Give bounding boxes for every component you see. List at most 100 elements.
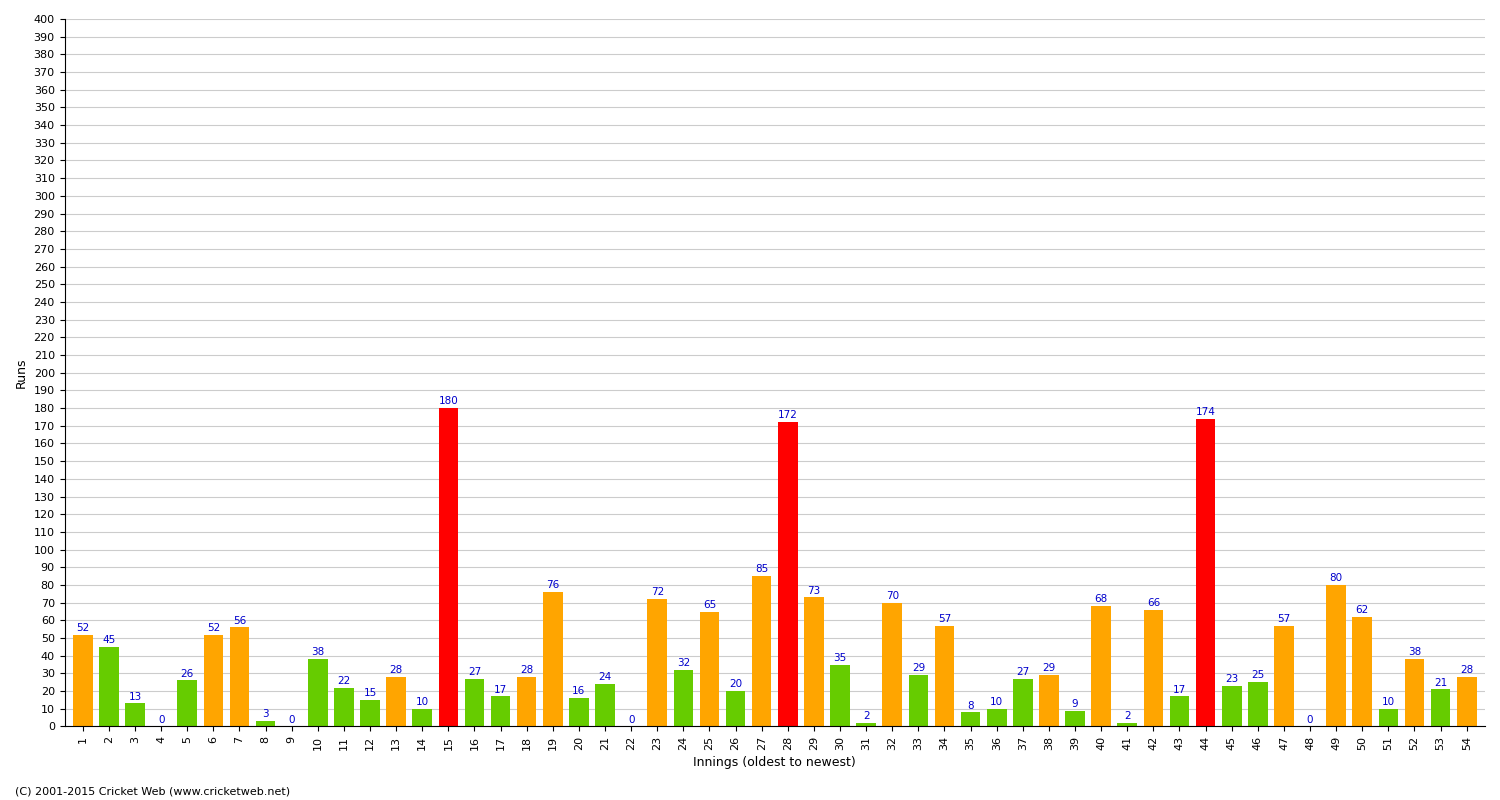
Bar <box>1040 675 1059 726</box>
Text: 2: 2 <box>1124 711 1131 721</box>
Text: 23: 23 <box>1226 674 1239 684</box>
Text: 13: 13 <box>129 692 141 702</box>
Bar <box>596 684 615 726</box>
Text: 28: 28 <box>520 665 534 675</box>
Bar <box>962 712 981 726</box>
Bar <box>99 647 118 726</box>
Text: 27: 27 <box>468 667 482 677</box>
Bar <box>413 709 432 726</box>
Bar <box>490 697 510 726</box>
Text: 172: 172 <box>778 410 798 421</box>
Text: 15: 15 <box>363 688 376 698</box>
Text: 0: 0 <box>628 714 634 725</box>
Text: 20: 20 <box>729 679 742 690</box>
Text: 35: 35 <box>834 653 846 662</box>
Text: 52: 52 <box>207 622 220 633</box>
Bar <box>1170 697 1190 726</box>
Bar <box>1143 610 1162 726</box>
Bar <box>124 703 146 726</box>
Bar <box>1353 617 1372 726</box>
Text: 32: 32 <box>676 658 690 668</box>
Bar <box>1013 678 1032 726</box>
Bar <box>1248 682 1268 726</box>
Bar <box>831 665 850 726</box>
Bar <box>1378 709 1398 726</box>
Bar <box>674 670 693 726</box>
Bar <box>856 723 876 726</box>
Text: 38: 38 <box>310 647 324 658</box>
Text: 28: 28 <box>390 665 404 675</box>
Bar <box>882 602 902 726</box>
Bar <box>465 678 484 726</box>
Text: 0: 0 <box>1306 714 1314 725</box>
Text: 24: 24 <box>598 672 612 682</box>
Text: 57: 57 <box>938 614 951 624</box>
Text: 68: 68 <box>1095 594 1108 605</box>
Text: 65: 65 <box>704 600 716 610</box>
Bar <box>934 626 954 726</box>
Bar <box>308 659 327 726</box>
Text: (C) 2001-2015 Cricket Web (www.cricketweb.net): (C) 2001-2015 Cricket Web (www.cricketwe… <box>15 786 290 796</box>
Bar <box>726 691 746 726</box>
Text: 17: 17 <box>1173 685 1186 694</box>
Bar <box>204 634 224 726</box>
Bar <box>1222 686 1242 726</box>
Text: 0: 0 <box>158 714 165 725</box>
Text: 26: 26 <box>180 669 194 678</box>
Bar <box>1065 710 1084 726</box>
Text: 9: 9 <box>1071 698 1078 709</box>
Bar <box>177 681 197 726</box>
Bar <box>909 675 928 726</box>
Bar <box>438 408 458 726</box>
Text: 29: 29 <box>1042 663 1056 674</box>
Text: 8: 8 <box>968 701 974 710</box>
Bar <box>230 627 249 726</box>
Bar <box>518 677 537 726</box>
Bar <box>1092 606 1112 726</box>
Text: 85: 85 <box>754 564 768 574</box>
Text: 57: 57 <box>1278 614 1290 624</box>
Bar <box>360 700 380 726</box>
Text: 38: 38 <box>1408 647 1420 658</box>
Text: 3: 3 <box>262 710 268 719</box>
Text: 72: 72 <box>651 587 664 598</box>
Text: 180: 180 <box>438 396 458 406</box>
Text: 25: 25 <box>1251 670 1264 681</box>
Text: 22: 22 <box>338 676 351 686</box>
Text: 70: 70 <box>885 591 898 601</box>
Bar <box>387 677 406 726</box>
Bar <box>1431 690 1450 726</box>
Text: 76: 76 <box>546 580 560 590</box>
Text: 0: 0 <box>288 714 296 725</box>
Text: 17: 17 <box>494 685 507 694</box>
Bar <box>1404 659 1425 726</box>
Y-axis label: Runs: Runs <box>15 358 28 388</box>
Text: 10: 10 <box>990 697 1004 707</box>
Text: 174: 174 <box>1196 407 1215 417</box>
Bar <box>1196 418 1215 726</box>
Bar <box>1118 723 1137 726</box>
Text: 66: 66 <box>1148 598 1160 608</box>
Text: 52: 52 <box>76 622 90 633</box>
Text: 62: 62 <box>1356 605 1370 615</box>
Text: 28: 28 <box>1460 665 1473 675</box>
Text: 29: 29 <box>912 663 926 674</box>
Bar <box>334 687 354 726</box>
Text: 10: 10 <box>1382 697 1395 707</box>
X-axis label: Innings (oldest to newest): Innings (oldest to newest) <box>693 756 856 769</box>
Bar <box>543 592 562 726</box>
Text: 21: 21 <box>1434 678 1448 687</box>
Bar <box>1326 585 1346 726</box>
Text: 45: 45 <box>102 635 116 645</box>
Bar <box>568 698 588 726</box>
Bar <box>804 598 824 726</box>
Bar <box>1274 626 1293 726</box>
Bar <box>256 721 276 726</box>
Text: 73: 73 <box>807 586 820 595</box>
Text: 16: 16 <box>573 686 585 697</box>
Bar <box>74 634 93 726</box>
Bar <box>1456 677 1476 726</box>
Text: 2: 2 <box>862 711 870 721</box>
Bar <box>752 576 771 726</box>
Text: 27: 27 <box>1016 667 1029 677</box>
